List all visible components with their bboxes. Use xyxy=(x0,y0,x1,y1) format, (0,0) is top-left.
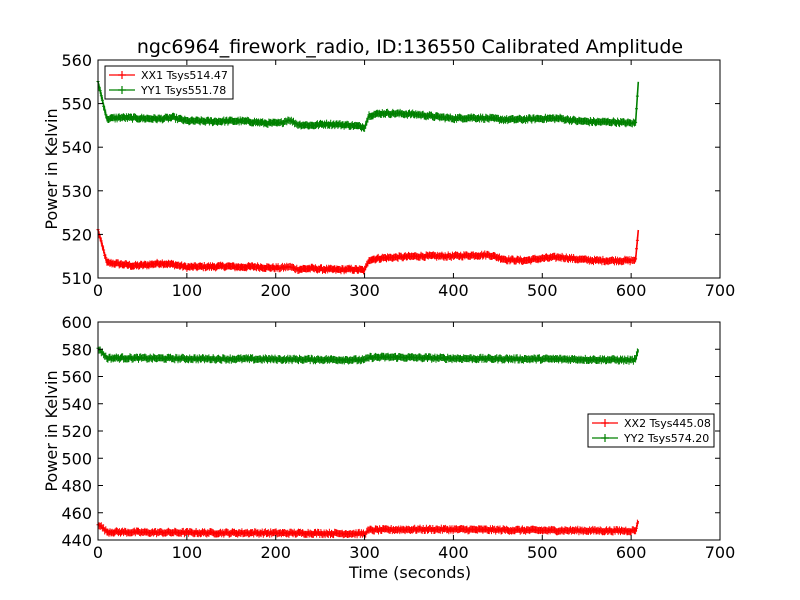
legend-box xyxy=(104,65,234,100)
legend-entry: XX1 Tsys514.47 xyxy=(109,69,228,82)
legend-label: XX2 Tsys445.08 xyxy=(624,417,711,430)
series-1 xyxy=(96,226,640,275)
y-tick-label: 460 xyxy=(61,504,92,523)
x-tick-label: 600 xyxy=(616,281,647,300)
plot-frame xyxy=(97,59,721,279)
y-tick-label: 520 xyxy=(61,225,92,244)
x-tick-label: 200 xyxy=(260,543,291,562)
x-tick-label: 0 xyxy=(93,281,103,300)
legend-marker xyxy=(601,434,609,442)
y-tick-label: 550 xyxy=(61,95,92,114)
x-tick-label: 700 xyxy=(705,543,736,562)
legend: XX2 Tsys445.08 YY2 Tsys574.20 xyxy=(587,413,715,448)
y-tick-label: 520 xyxy=(61,422,92,441)
y-tick-label: 510 xyxy=(61,269,92,288)
x-tick-label: 200 xyxy=(260,281,291,300)
y-tick-label: 440 xyxy=(61,531,92,550)
x-tick-label: 0 xyxy=(93,543,103,562)
legend-marker xyxy=(118,86,126,94)
x-tick-label: 300 xyxy=(349,281,380,300)
x-tick-label: 300 xyxy=(349,543,380,562)
legend-box xyxy=(587,413,715,448)
series-markers xyxy=(96,226,639,275)
y-axis-label: Power in Kelvin xyxy=(42,108,61,229)
series-2 xyxy=(96,344,640,365)
series-markers xyxy=(96,519,639,539)
legend-entry: YY1 Tsys551.78 xyxy=(109,84,226,97)
legend-label: YY1 Tsys551.78 xyxy=(140,84,226,97)
y-tick-label: 540 xyxy=(61,395,92,414)
x-tick-label: 500 xyxy=(527,281,558,300)
y-tick-label: 500 xyxy=(61,449,92,468)
legend-label: YY2 Tsys574.20 xyxy=(623,432,709,445)
x-tick-label: 600 xyxy=(616,543,647,562)
y-tick-label: 560 xyxy=(61,368,92,387)
x-tick-label: 400 xyxy=(438,543,469,562)
legend-label: XX1 Tsys514.47 xyxy=(141,69,228,82)
legend: XX1 Tsys514.47 YY1 Tsys551.78 xyxy=(104,65,234,100)
y-tick-label: 540 xyxy=(61,138,92,157)
y-tick-label: 480 xyxy=(61,477,92,496)
x-tick-label: 500 xyxy=(527,543,558,562)
series-markers xyxy=(96,344,639,365)
y-tick-label: 560 xyxy=(61,51,92,70)
x-axis-label: Time (seconds) xyxy=(348,563,471,582)
x-tick-label: 700 xyxy=(705,281,736,300)
y-axis-label: Power in Kelvin xyxy=(42,370,61,491)
y-tick-label: 530 xyxy=(61,182,92,201)
top-subplot: 0 100 200 300 400 500 600 700 510 520 530 540 550 560… xyxy=(42,51,735,300)
y-tick-label: 600 xyxy=(61,313,92,332)
series-1 xyxy=(96,519,640,539)
x-tick-label: 100 xyxy=(172,281,203,300)
legend-entry: XX2 Tsys445.08 xyxy=(592,417,711,430)
legend-entry: YY2 Tsys574.20 xyxy=(592,432,709,445)
x-tick-label: 100 xyxy=(172,543,203,562)
bottom-subplot: 0 100 200 300 400 500 600 700 440 460 480 500 520 540… xyxy=(42,313,735,562)
legend-marker xyxy=(118,71,126,79)
chart-title: ngc6964_firework_radio, ID:136550 Calibr… xyxy=(137,36,683,58)
x-tick-label: 400 xyxy=(438,281,469,300)
legend-marker xyxy=(601,419,609,427)
y-tick-label: 580 xyxy=(61,340,92,359)
